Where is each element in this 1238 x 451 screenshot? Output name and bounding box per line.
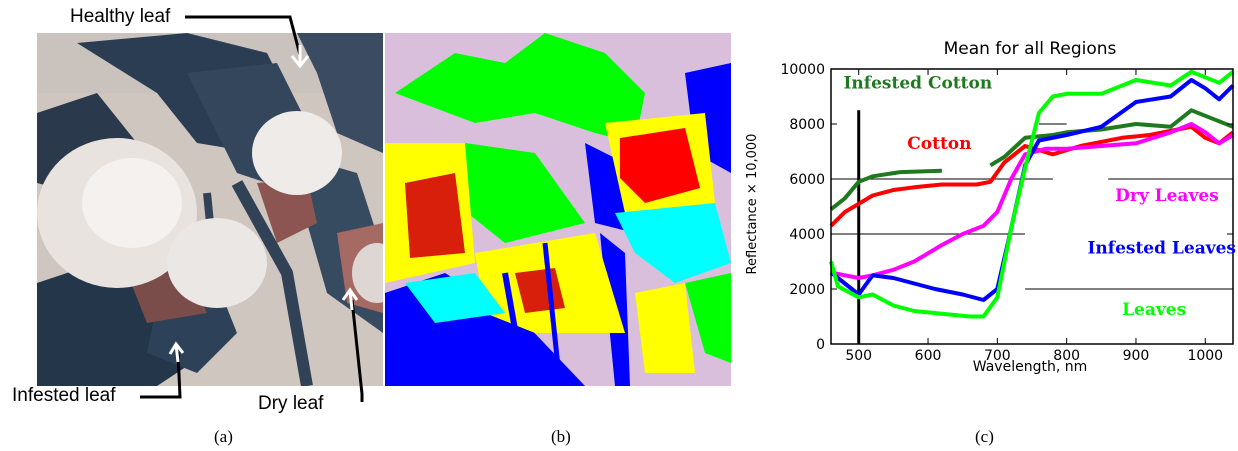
- series-label-3: Infested Leaves: [1087, 238, 1236, 258]
- cotton-photo: [37, 33, 383, 386]
- y-tick-label: 6000: [789, 172, 825, 188]
- series-label-4: Leaves: [1122, 300, 1186, 320]
- arrow-healthy: [185, 15, 302, 56]
- plot-frame: [830, 68, 1234, 345]
- y-tick-label: 4000: [789, 227, 825, 243]
- x-tick-label: 1000: [1187, 348, 1223, 364]
- classification-map-image: [385, 33, 731, 386]
- series-line-1: [829, 124, 1235, 228]
- arrow-infested: [140, 351, 182, 399]
- y-tick-label: 2000: [789, 282, 825, 298]
- callout-arrows: [140, 15, 364, 402]
- sub-label-c: (c): [975, 427, 994, 446]
- arrow-dry: [350, 299, 364, 402]
- sub-label-a: (a): [214, 427, 233, 446]
- plot-area: 500 600 700 800 900 1000020004000600080001000…: [780, 62, 1236, 364]
- y-tick-label: 10000: [780, 62, 825, 78]
- x-tick-label: 800: [1053, 348, 1080, 364]
- series-line-0: [829, 168, 942, 211]
- x-tick-label: 700: [984, 348, 1011, 364]
- series-line-0: [989, 108, 1234, 168]
- classification-map: [385, 33, 731, 386]
- series-line-2: [830, 122, 1235, 280]
- y-axis-label: Reflectance × 10,000: [745, 134, 760, 275]
- series-line-4: [829, 69, 1235, 319]
- callout-dry-leaf: Dry leaf: [258, 393, 324, 414]
- chart-title: Mean for all Regions: [944, 39, 1117, 59]
- x-tick-label: 500: [845, 348, 872, 364]
- series-label-1: Cotton: [907, 134, 971, 154]
- callout-healthy-leaf: Healthy leaf: [70, 6, 171, 27]
- callout-infested-leaf: Infested leaf: [12, 385, 116, 406]
- x-tick-label: 900: [1123, 348, 1150, 364]
- x-tick-label: 600: [915, 348, 942, 364]
- y-tick-label: 8000: [789, 117, 825, 133]
- series-label-0: Infested Cotton: [843, 73, 992, 93]
- cotton-photo-image: [37, 33, 383, 386]
- x-axis-label: Wavelength, nm: [973, 359, 1087, 375]
- sub-label-b: (b): [551, 427, 571, 446]
- series-label-2: Dry Leaves: [1115, 186, 1219, 206]
- reflectance-chart: Mean for all Regions Reflectance × 10,00…: [745, 39, 1236, 375]
- y-tick-label: 0: [816, 337, 825, 353]
